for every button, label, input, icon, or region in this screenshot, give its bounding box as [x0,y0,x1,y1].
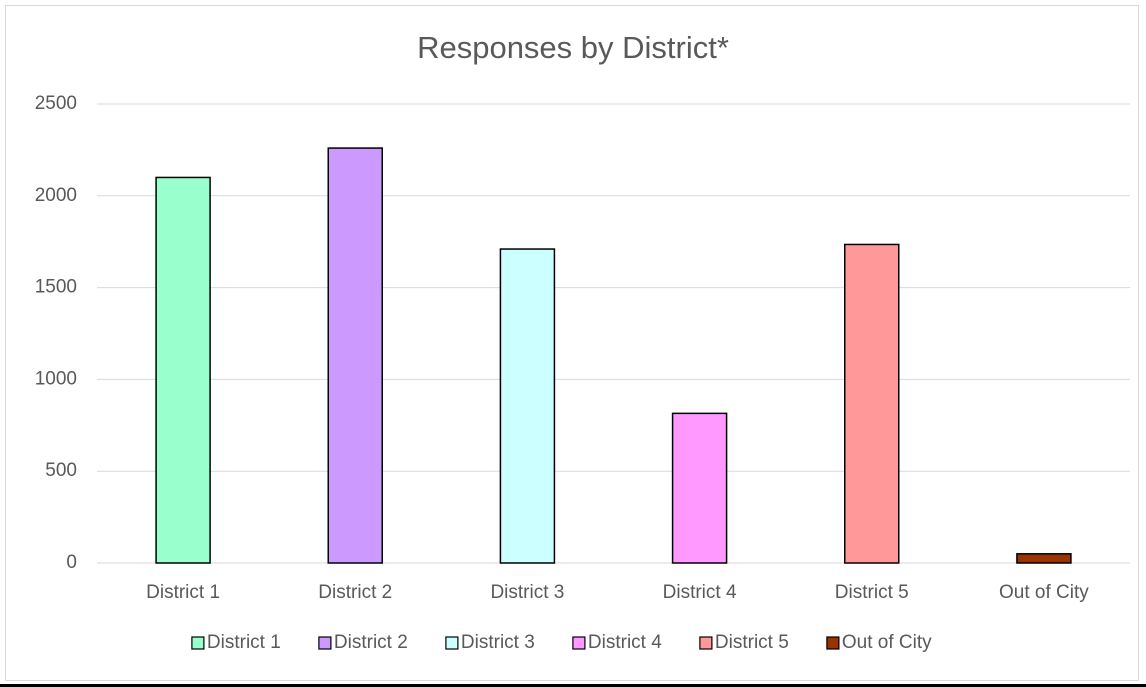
bar-district-2[interactable] [327,147,383,564]
legend-swatch [191,636,205,650]
x-tick-label: District 4 [663,582,737,603]
legend-swatch [445,636,459,650]
legend-label: District 2 [334,632,408,653]
legend-label: District 3 [461,632,535,653]
legend-label: Out of City [842,632,932,653]
x-tick-label: District 5 [835,582,909,603]
bar-district-5[interactable] [844,243,900,564]
bar-district-1[interactable] [155,176,211,564]
x-tick-label: District 1 [146,582,220,603]
y-tick-label: 2500 [35,93,77,114]
legend-swatch [318,636,332,650]
legend-label: District 4 [588,632,662,653]
bottom-border [0,684,1146,687]
legend-swatch [572,636,586,650]
bar-out-of-city[interactable] [1016,553,1072,564]
y-tick-label: 2000 [35,185,77,206]
x-tick-label: District 2 [318,582,392,603]
y-tick-label: 1000 [35,368,77,389]
chart-title: Responses by District* [417,30,729,65]
legend-label: District 1 [207,632,281,653]
x-tick-label: District 3 [490,582,564,603]
y-tick-label: 1500 [35,277,77,298]
legend-label: District 5 [715,632,789,653]
y-tick-label: 0 [66,552,77,573]
y-tick-label: 500 [45,460,77,481]
x-tick-label: Out of City [999,582,1089,603]
legend-swatch [699,636,713,650]
legend-swatch [826,636,840,650]
bar-district-3[interactable] [499,248,556,564]
bar-district-4[interactable] [671,412,728,564]
